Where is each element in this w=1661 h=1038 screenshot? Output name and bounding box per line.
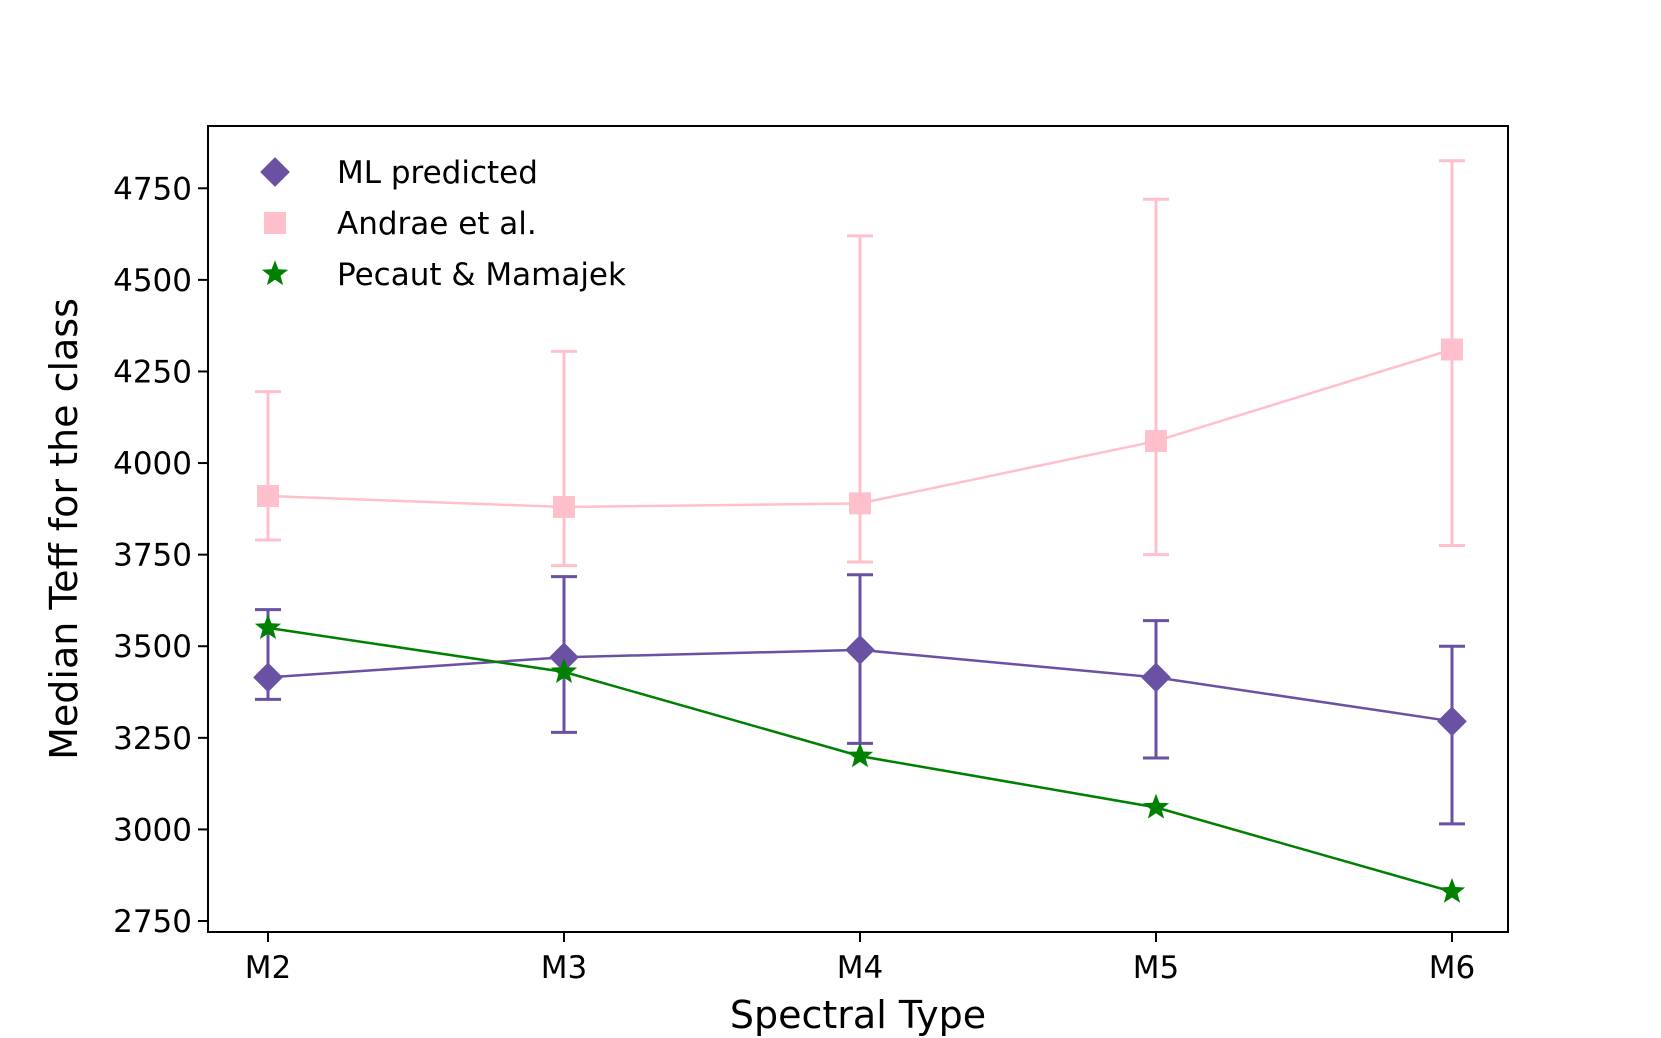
x-axis-label: Spectral Type xyxy=(730,993,986,1037)
data-point xyxy=(1142,793,1170,819)
plot-frame xyxy=(207,125,1509,933)
plot-background xyxy=(208,126,1508,932)
x-tick-label: M4 xyxy=(837,950,883,986)
y-axis-label: Median Teff for the class xyxy=(42,298,86,760)
x-tick-label: M2 xyxy=(245,950,291,986)
series-pecaut-mamajek xyxy=(254,614,1466,903)
legend-marker xyxy=(260,157,290,187)
y-tick-label: 3250 xyxy=(113,721,192,757)
y-axis: 2750 3000 3250 3500 3750 4000 4250 4500 4750 xyxy=(113,171,208,940)
x-tick-label: M5 xyxy=(1133,950,1179,986)
series-ml-predicted xyxy=(253,573,1467,826)
legend-marker xyxy=(264,212,286,234)
data-point xyxy=(254,614,282,639)
y-tick-label: 3750 xyxy=(113,538,192,574)
data-point xyxy=(550,658,578,683)
data-point xyxy=(1145,430,1167,453)
x-tick-label: M6 xyxy=(1429,950,1475,986)
legend: ML predicted Andrae et al. Pecaut & Mamaje… xyxy=(260,155,626,293)
data-point xyxy=(549,642,579,673)
legend-label: ML predicted xyxy=(337,155,538,191)
y-tick-label: 4750 xyxy=(113,171,192,207)
x-axis: M2 M3 M4 M5 M6 xyxy=(245,932,1475,986)
data-point xyxy=(1437,706,1467,737)
y-tick-label: 4250 xyxy=(113,354,192,390)
data-point xyxy=(1141,662,1171,693)
data-point xyxy=(1438,878,1466,903)
legend-marker xyxy=(261,260,289,286)
y-tick-label: 3000 xyxy=(113,812,192,848)
data-point xyxy=(1441,338,1463,361)
y-tick-label: 3500 xyxy=(113,629,192,665)
series-andrae-et-al xyxy=(255,159,1465,568)
data-point xyxy=(253,662,283,693)
data-point xyxy=(553,496,575,519)
series-layer xyxy=(253,159,1467,903)
data-point xyxy=(849,492,871,515)
legend-label: Pecaut & Mamajek xyxy=(337,257,626,293)
data-point xyxy=(846,742,874,768)
y-tick-label: 4000 xyxy=(113,446,192,482)
data-point xyxy=(257,485,279,508)
data-point xyxy=(845,635,875,665)
x-tick-label: M3 xyxy=(541,950,587,986)
legend-label: Andrae et al. xyxy=(337,206,537,242)
y-tick-label: 4500 xyxy=(113,263,192,299)
y-tick-label: 2750 xyxy=(113,904,192,940)
